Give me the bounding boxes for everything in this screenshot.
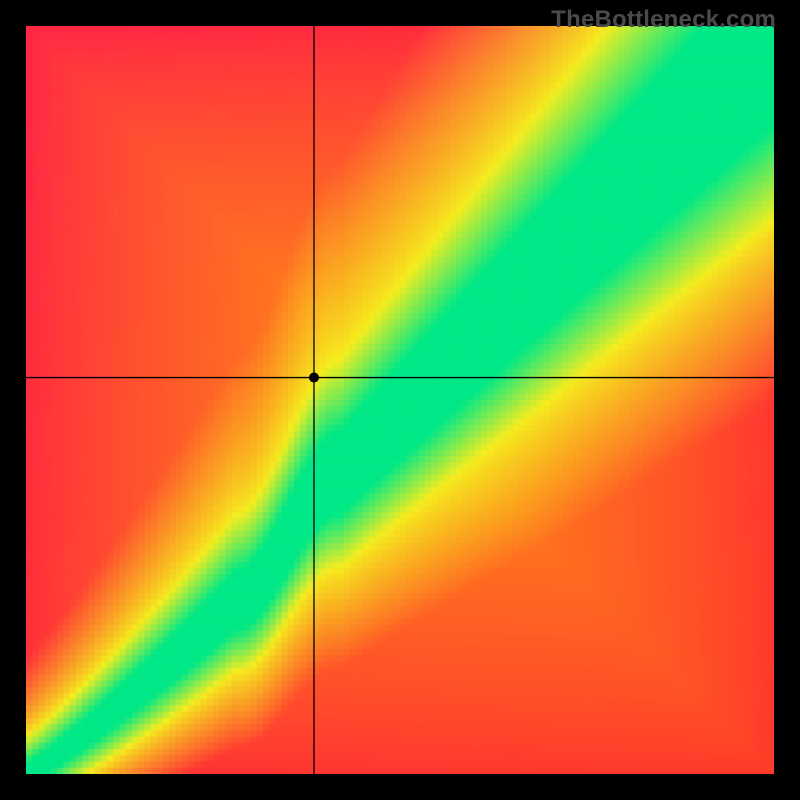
watermark-text: TheBottleneck.com	[551, 6, 776, 34]
heatmap-canvas	[26, 26, 774, 774]
plot-area	[26, 26, 774, 774]
